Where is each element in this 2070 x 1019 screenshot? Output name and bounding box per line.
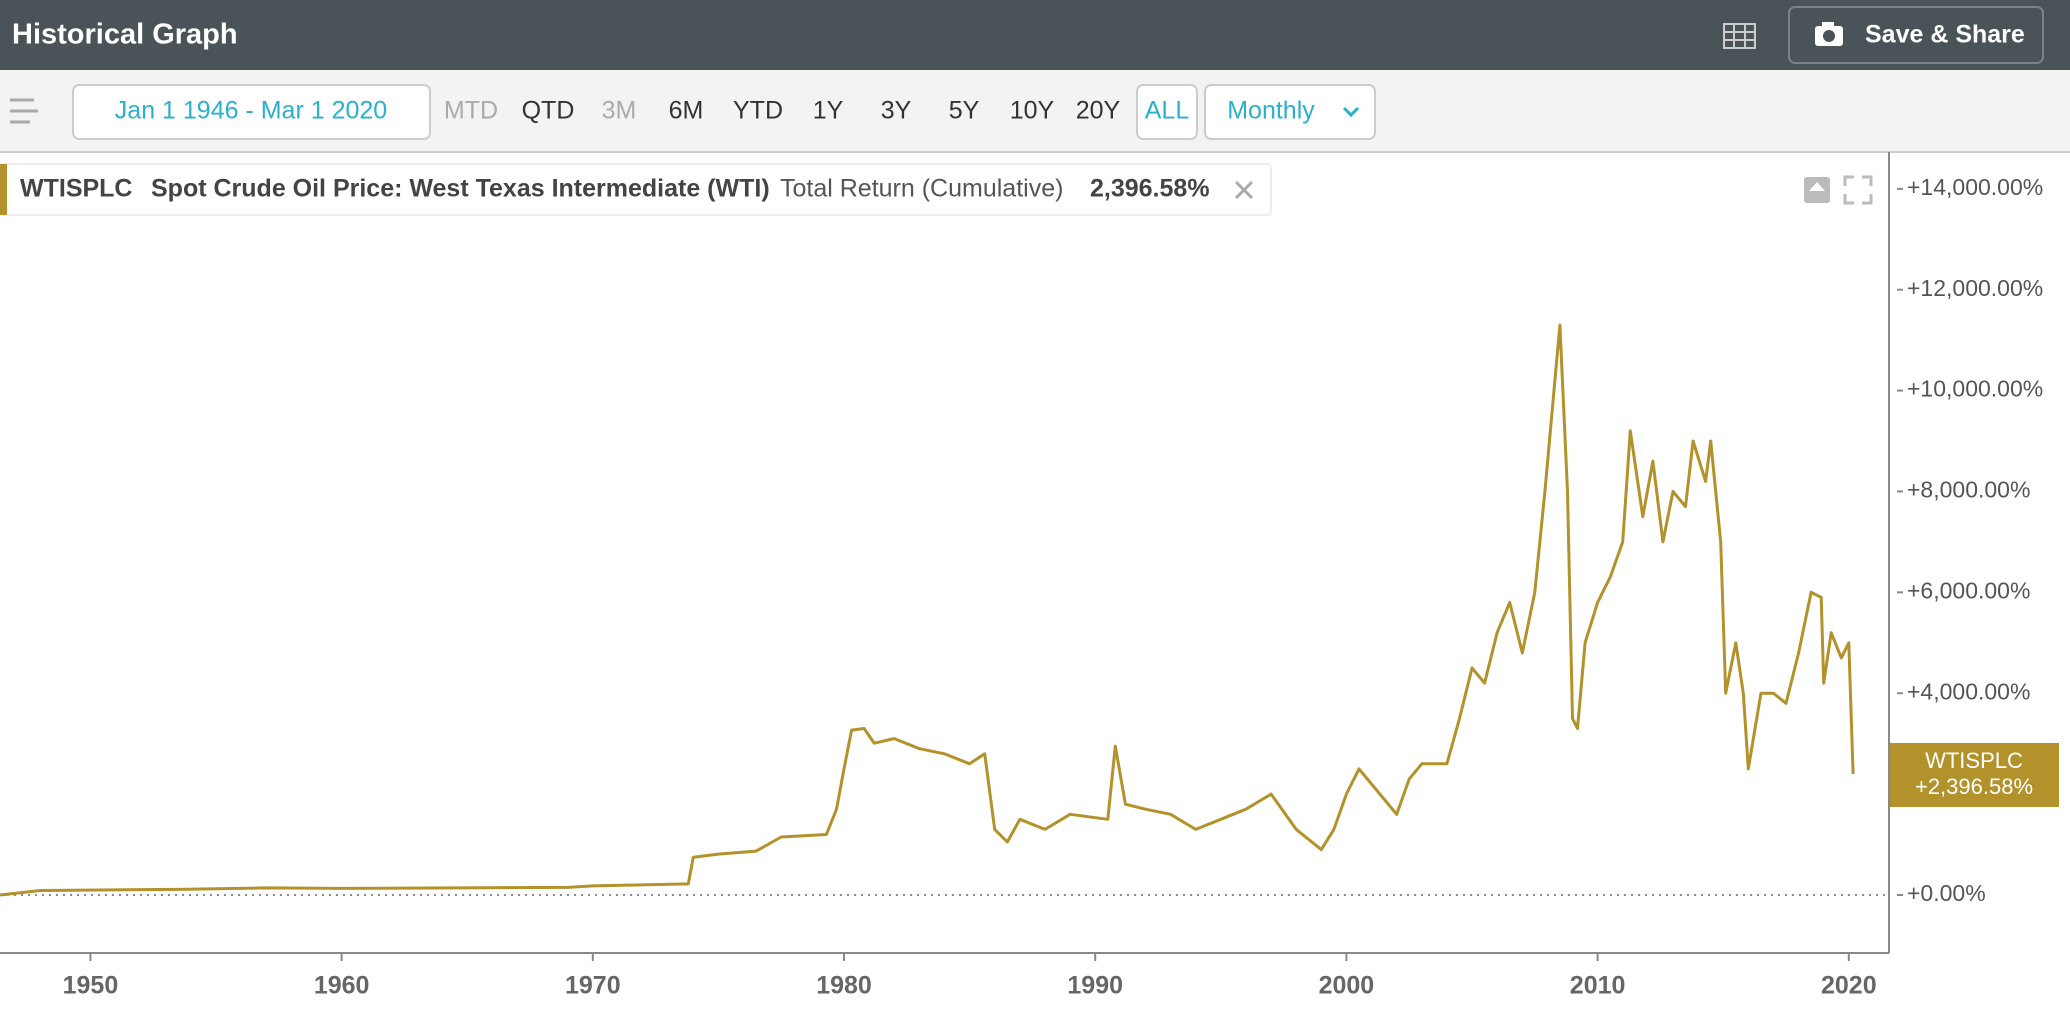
legend-description: Spot Crude Oil Price: West Texas Interme…: [151, 175, 770, 203]
legend-swatch: [0, 164, 7, 215]
camera-icon: [1815, 22, 1843, 46]
x-tick-label: 1950: [63, 972, 119, 1000]
x-tick-label: 1990: [1067, 972, 1123, 1000]
share-label: Save & Share: [1865, 21, 2025, 49]
range-button: 3M: [602, 97, 637, 125]
last-value-tag: [1890, 743, 2059, 807]
y-tick-label: +14,000.00%: [1907, 174, 2043, 200]
x-tick-label: 2020: [1821, 972, 1877, 1000]
range-button[interactable]: 5Y: [949, 97, 980, 125]
active-range-box: [1136, 84, 1198, 140]
chevron: [1342, 106, 1360, 118]
share-button[interactable]: [1788, 6, 2044, 64]
header-title: Historical Graph: [12, 19, 238, 51]
x-tick-label: 1980: [816, 972, 872, 1000]
x-tick-label: 2010: [1570, 972, 1626, 1000]
y-tick-label: +6,000.00%: [1907, 577, 2030, 603]
export-arrow: [1809, 182, 1825, 191]
close-icon[interactable]: [1234, 180, 1254, 200]
y-tick-label: +0.00%: [1907, 880, 1986, 906]
menu-icon[interactable]: [10, 98, 38, 124]
range-button[interactable]: YTD: [733, 97, 783, 125]
range-button[interactable]: 10Y: [1010, 97, 1055, 125]
range-button[interactable]: 1Y: [813, 97, 844, 125]
range-button[interactable]: 3Y: [881, 97, 912, 125]
x-tick-label: 1970: [565, 972, 621, 1000]
last-value-name: WTISPLC: [1925, 748, 2023, 773]
frequency-box[interactable]: [1204, 84, 1376, 140]
y-tick-label: +8,000.00%: [1907, 477, 2030, 503]
range-button[interactable]: 6M: [669, 97, 704, 125]
range-button[interactable]: 20Y: [1076, 97, 1121, 125]
legend-chip: [0, 163, 1272, 216]
y-tick-label: +4,000.00%: [1907, 678, 2030, 704]
range-button[interactable]: ALL: [1145, 97, 1190, 125]
legend-metric: Total Return (Cumulative): [780, 175, 1063, 203]
legend-value: 2,396.58%: [1090, 175, 1210, 203]
price-line: [0, 323, 1855, 897]
range-button[interactable]: QTD: [522, 97, 575, 125]
range-button: MTD: [444, 97, 498, 125]
x-tick-label: 1960: [314, 972, 370, 1000]
last-value-label: +2,396.58%: [1915, 774, 2033, 799]
fullscreen-icon[interactable]: [1843, 175, 1873, 205]
date-range: Jan 1 1946 - Mar 1 2020: [115, 97, 387, 125]
header-bar: [0, 0, 2070, 70]
y-tick-label: +12,000.00%: [1907, 275, 2043, 301]
legend-name: WTISPLC: [20, 175, 133, 203]
y-tick-label: +10,000.00%: [1907, 376, 2043, 402]
date-range-box[interactable]: [72, 84, 431, 140]
x-tick-label: 2000: [1319, 972, 1375, 1000]
table-icon[interactable]: [1723, 23, 1756, 49]
frequency: Monthly: [1227, 97, 1315, 125]
